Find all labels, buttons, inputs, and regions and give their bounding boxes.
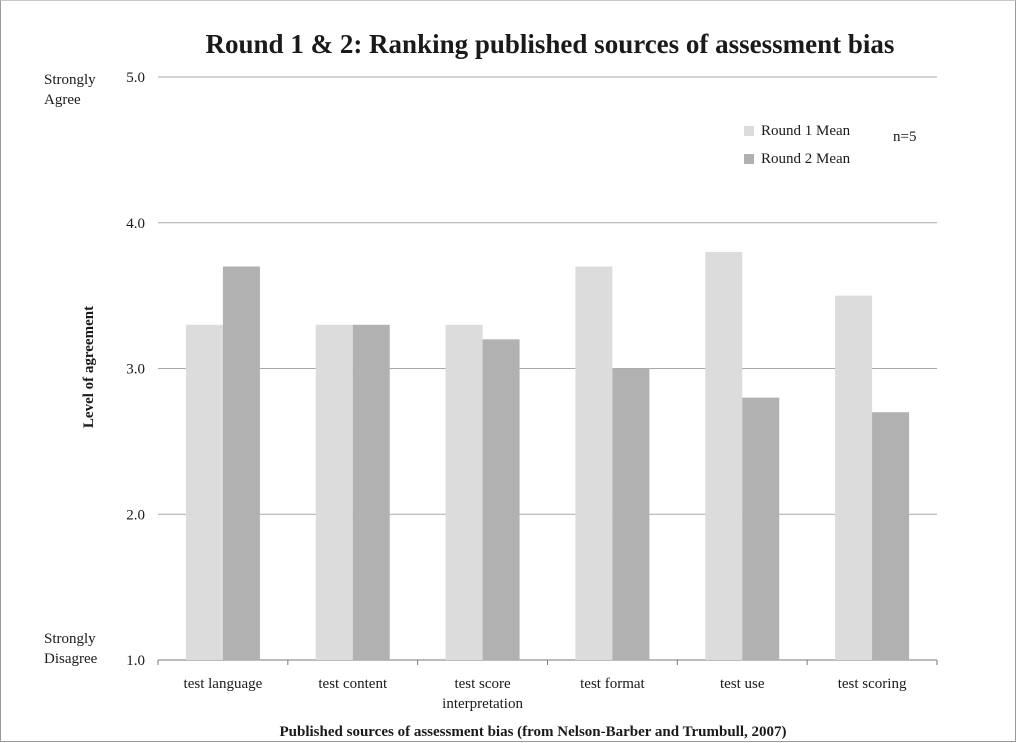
legend-swatch [744, 126, 754, 136]
x-category-label: test score [454, 676, 511, 692]
bar-round2 [742, 397, 780, 660]
y-bottom-label: Strongly [44, 631, 96, 647]
y-tick-label: 5.0 [126, 70, 145, 86]
y-axis-end-labels: Strongly Agree Strongly Disagree [44, 72, 98, 667]
bar-round2 [222, 266, 260, 660]
y-tick-label: 4.0 [126, 216, 145, 232]
x-category-label: test format [580, 676, 645, 692]
bar-round1 [315, 324, 353, 660]
x-category-label: interpretation [442, 696, 523, 712]
y-axis-title: Level of agreement [81, 306, 97, 428]
x-axis-categories: test language test content test score inter… [184, 676, 907, 712]
sample-size-annotation: n=5 [893, 129, 916, 145]
bar-round2 [352, 324, 390, 660]
bars [185, 251, 910, 660]
bar-round1 [445, 324, 483, 660]
chart-title: Round 1 & 2: Ranking published sources o… [206, 29, 895, 59]
x-category-label: test language [184, 676, 263, 692]
gridlines [157, 76, 938, 665]
y-bottom-label: Disagree [44, 651, 98, 667]
bar-round1 [185, 324, 223, 660]
y-top-label: Strongly [44, 72, 96, 88]
y-tick-label: 1.0 [126, 653, 145, 669]
x-category-label: test use [720, 676, 765, 692]
bar-round1 [835, 295, 873, 660]
x-axis-title: Published sources of assessment bias (fr… [280, 724, 787, 740]
bar-round2 [612, 368, 650, 660]
x-category-label: test content [318, 676, 388, 692]
legend-swatch [744, 154, 754, 164]
y-tick-label: 3.0 [126, 362, 145, 378]
y-top-label: Agree [44, 92, 81, 108]
bar-round2 [872, 412, 910, 660]
bar-round2 [482, 339, 520, 660]
legend: Round 1 Mean Round 2 Mean [744, 123, 851, 167]
y-axis-ticks: 1.0 2.0 3.0 4.0 5.0 [126, 70, 145, 669]
legend-entry: Round 1 Mean [761, 123, 851, 139]
y-tick-label: 2.0 [126, 507, 145, 523]
legend-entry: Round 2 Mean [761, 151, 851, 167]
x-category-label: test scoring [838, 676, 907, 692]
bar-round1 [575, 266, 613, 660]
bar-round1 [705, 251, 743, 660]
